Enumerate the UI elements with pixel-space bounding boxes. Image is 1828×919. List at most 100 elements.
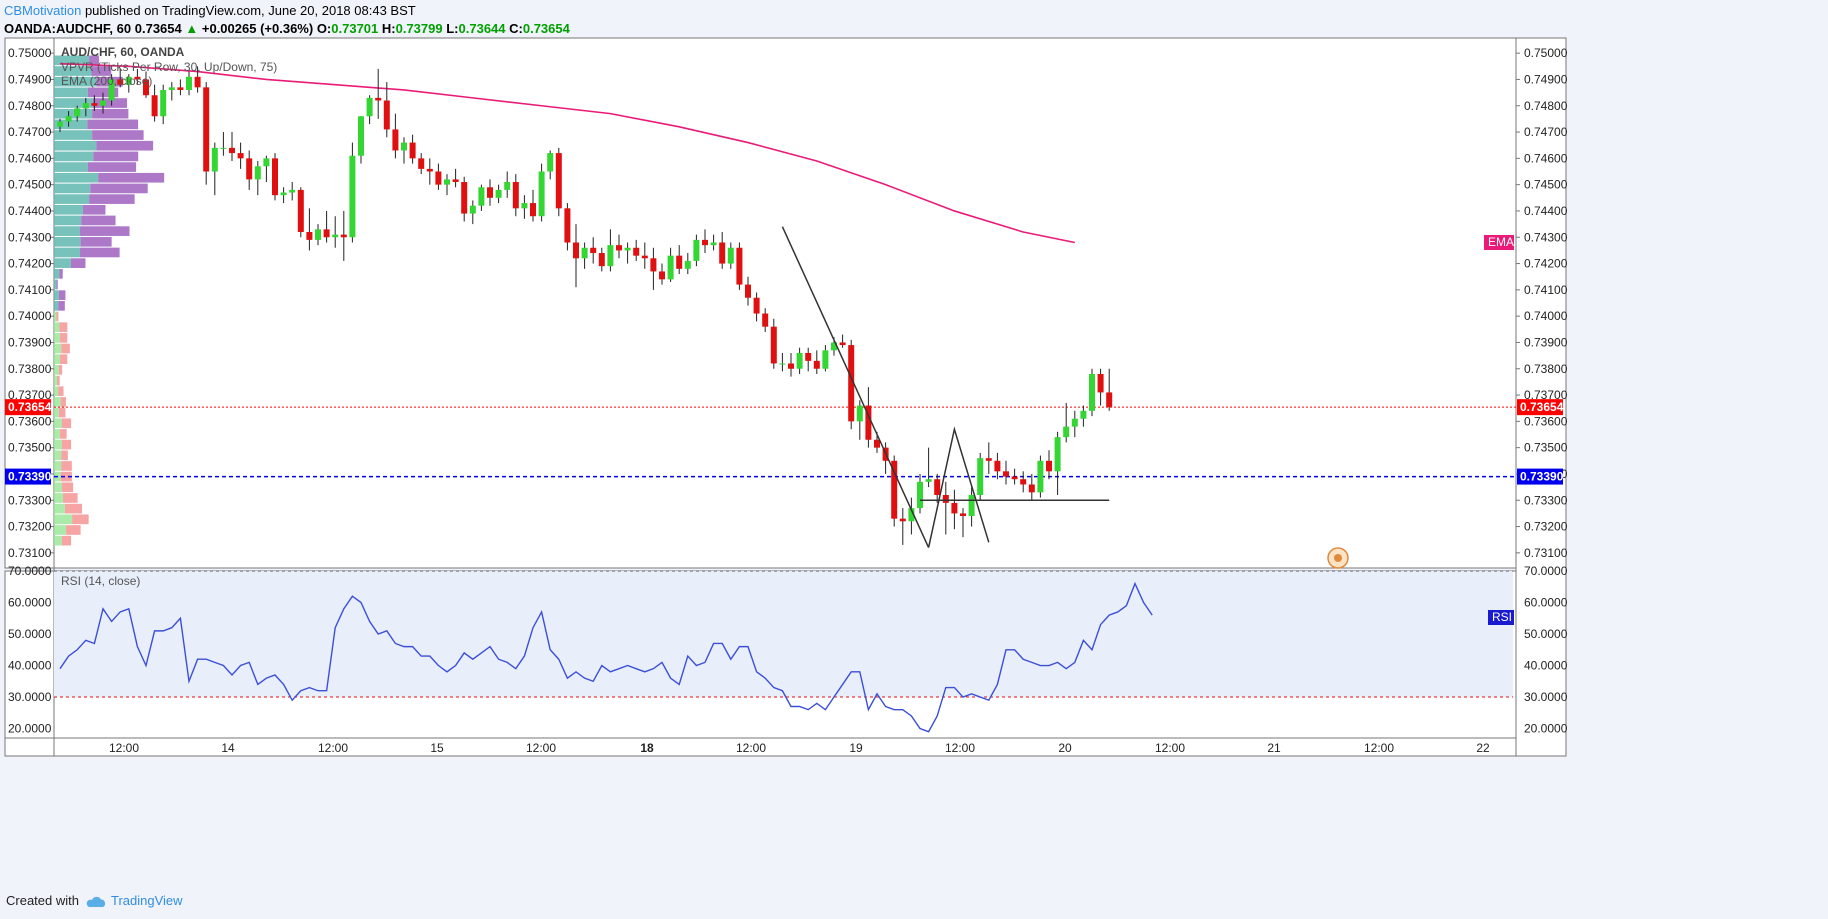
vpvr-down-bar [92,98,128,108]
vpvr-down-bar [81,215,116,226]
vpvr-up-bar [54,493,64,503]
candle-down [297,189,304,232]
vpvr-legend: VPVR (Ticks Per Row, 30, Up/Down, 75) [61,60,277,74]
vpvr-up-bar [54,514,73,525]
candle-up [125,76,132,85]
left-tick-label: 0.74600 [8,151,52,165]
candle-down [1097,374,1104,393]
left-tick-label: 0.73100 [8,546,52,560]
tradingview-link[interactable]: TradingView [110,893,183,908]
candle-down [409,142,416,159]
high-value: 0.73799 [395,21,443,36]
candle-down [117,79,124,85]
candle-down [951,502,958,514]
left-tick-label: 0.74000 [8,309,52,323]
candle-down [702,239,708,246]
candle-down [598,253,605,267]
up-arrow-icon: ▲ [185,21,199,36]
author-link[interactable]: CBMotivation [4,3,82,18]
vpvr-up-bar [54,247,81,258]
ema-badge-bg [1484,235,1514,250]
vpvr-down-bar [87,162,137,172]
left-tick-label: 0.74300 [8,230,52,244]
candle-down [435,171,442,185]
candle-down [151,95,158,117]
drawing-pattern [927,426,990,548]
rsi-line [59,581,1153,733]
vpvr-down-bar [61,461,72,471]
candle-down [736,247,743,285]
left-tick-label: 0.73800 [8,362,52,376]
vpvr-down-bar [80,226,130,236]
vpvr-up-bar [54,450,62,461]
rsi-right-tick: 50.0000 [1524,627,1568,641]
tradingview-badge-dot [1334,554,1342,562]
last-price-tag-left-bg [5,399,51,416]
candle-up [280,192,287,196]
rsi-legend: RSI (14, close) [61,574,140,588]
candle-up [1080,410,1087,419]
candle-up [211,147,218,172]
candle-down [340,234,347,238]
tradingview-cloud-icon [86,896,106,907]
vpvr-down-bar [61,450,68,461]
right-tick-label: 0.74300 [1524,230,1568,244]
rsi-badge: RSI [1492,610,1512,624]
candle-down [564,208,571,243]
candle-down [1020,479,1027,485]
candle-up [727,247,734,264]
left-tick-label: 0.73600 [8,414,52,428]
vpvr-down-bar [58,290,66,300]
low-value: 0.73644 [458,21,506,36]
left-tick-label: 0.73500 [8,441,52,455]
right-tick-label: 0.74100 [1524,283,1568,297]
vpvr-up-bar [54,503,65,514]
price-legend-title: AUD/CHF, 60, OANDA [61,45,185,59]
rsi-left-tick: 60.0000 [8,596,52,610]
candle-up [186,76,192,90]
vpvr-up-bar [54,397,61,407]
vpvr-down-bar [92,108,129,119]
candle-down [650,258,657,272]
candle-up [332,234,339,238]
candle-down [633,247,640,256]
candle-down [573,242,579,259]
candle-up [82,103,89,109]
left-tick-label: 0.74100 [8,283,52,297]
vpvr-down-bar [87,119,139,130]
vpvr-up-bar [54,429,61,439]
last-price-tag-right-bg [1517,399,1563,416]
candle-up [1037,460,1044,493]
vpvr-down-bar [64,503,83,514]
right-tick-label: 0.75000 [1524,46,1568,60]
drawing-trendline [781,226,930,548]
vpvr-up-bar [54,386,59,397]
candle-up [538,171,545,217]
left-tick-label: 0.74700 [8,125,52,139]
candle-down [134,76,141,80]
vpvr-up-bar [54,535,62,546]
candle-up [254,166,261,180]
vpvr-up-bar [54,151,94,162]
vpvr-up-bar [54,268,60,279]
left-tick-label: 0.74500 [8,178,52,192]
vpvr-down-bar [58,365,63,375]
candle-down [375,97,382,101]
candle-down [530,203,536,217]
candle-up [693,239,700,261]
candle-up [495,189,502,198]
candle-down [1028,484,1035,493]
rsi-right-tick: 70.0000 [1524,564,1568,578]
vpvr-up-bar [54,525,67,535]
candle-down [452,179,459,183]
vpvr-up-bar [54,290,59,300]
vpvr-down-bar [63,493,78,503]
close-label: C: [509,21,523,36]
vpvr-up-bar [54,301,59,311]
candle-down [659,271,665,280]
vpvr-down-bar [59,322,68,333]
vpvr-up-bar [54,194,90,204]
candle-up [856,405,863,422]
candle-up [1089,374,1095,411]
